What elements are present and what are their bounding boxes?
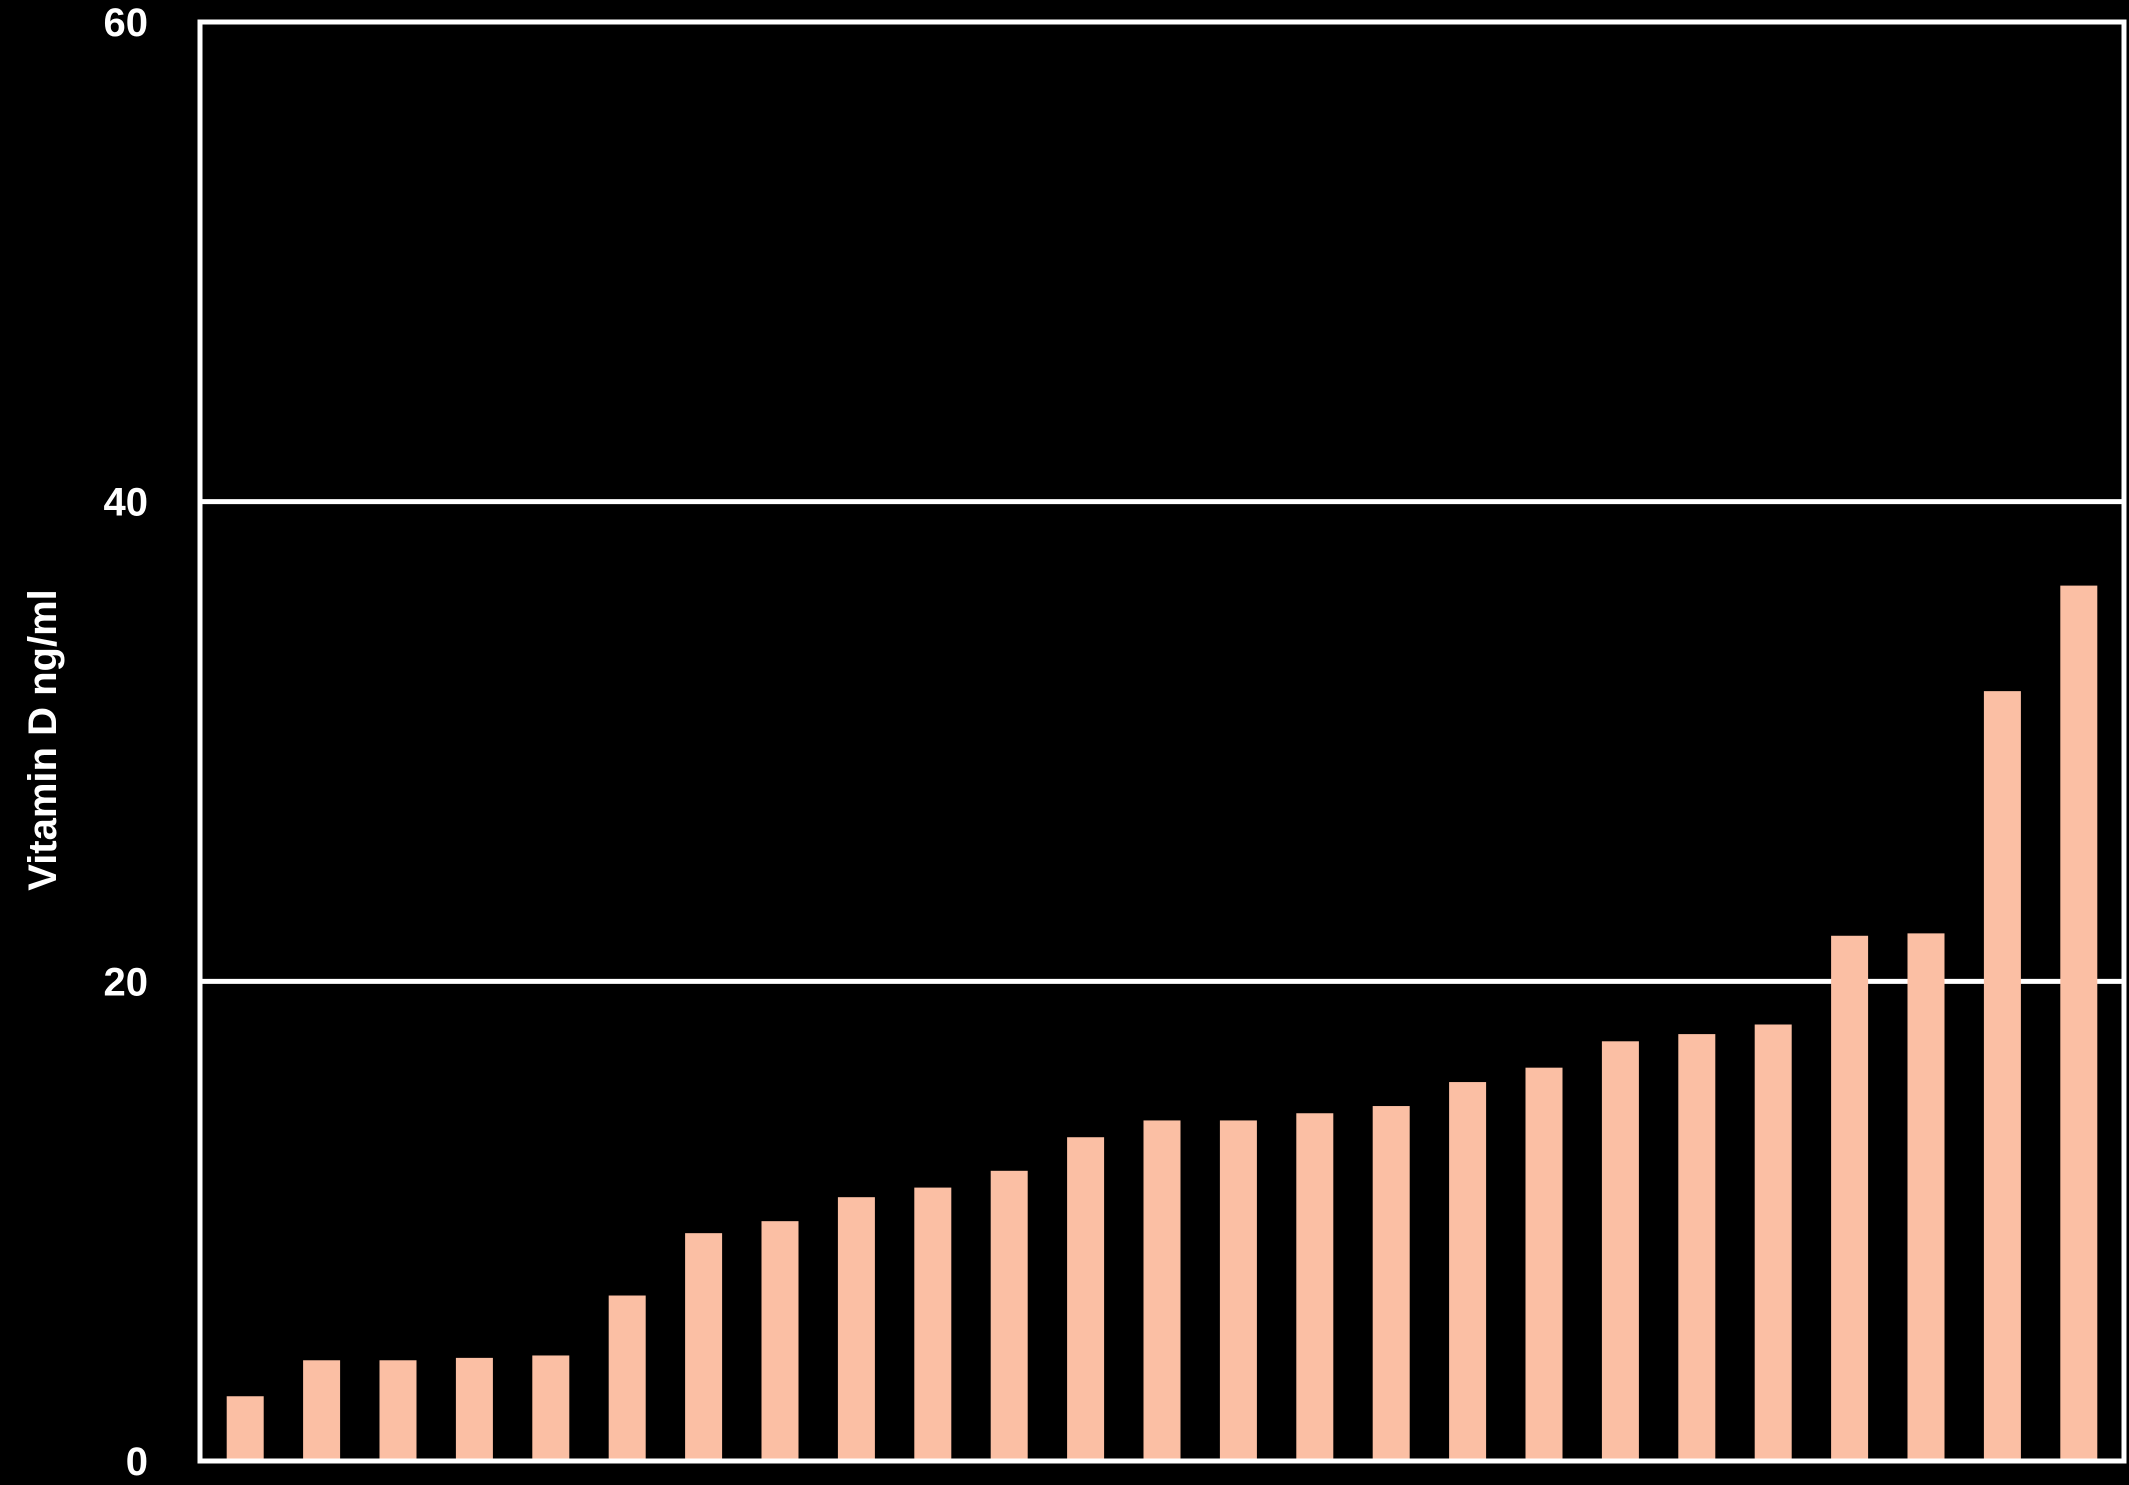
bar-10 bbox=[914, 1187, 952, 1461]
bar-4 bbox=[455, 1357, 493, 1461]
bar-25 bbox=[2060, 585, 2098, 1461]
bar-15 bbox=[1296, 1113, 1334, 1461]
bar-11 bbox=[990, 1170, 1028, 1461]
bar-3 bbox=[379, 1360, 417, 1461]
y-tick-label-20: 20 bbox=[104, 960, 149, 1004]
y-tick-label-60: 60 bbox=[104, 1, 149, 45]
gridlines bbox=[200, 499, 2124, 984]
bar-24 bbox=[1983, 691, 2021, 1461]
bar-1 bbox=[226, 1396, 264, 1461]
bar-22 bbox=[1831, 935, 1869, 1461]
bar-12 bbox=[1067, 1137, 1105, 1461]
bar-17 bbox=[1449, 1082, 1487, 1461]
bar-14 bbox=[1219, 1120, 1257, 1461]
bar-6 bbox=[608, 1295, 646, 1461]
bar-16 bbox=[1372, 1106, 1410, 1461]
bars bbox=[226, 585, 2098, 1461]
bar-7 bbox=[685, 1233, 723, 1461]
bar-2 bbox=[303, 1360, 341, 1461]
bar-5 bbox=[532, 1355, 570, 1461]
bar-21 bbox=[1754, 1024, 1792, 1461]
y-tick-label-40: 40 bbox=[104, 481, 149, 525]
y-tick-label-0: 0 bbox=[126, 1440, 148, 1484]
y-tick-labels: 0 20 40 60 bbox=[104, 1, 149, 1484]
bar-19 bbox=[1601, 1041, 1639, 1461]
bar-20 bbox=[1678, 1034, 1716, 1461]
bar-9 bbox=[837, 1197, 875, 1461]
bar-8 bbox=[761, 1221, 799, 1461]
bar-13 bbox=[1143, 1120, 1181, 1461]
plot-frame bbox=[197, 19, 2127, 1464]
bar-23 bbox=[1907, 933, 1945, 1461]
bar-18 bbox=[1525, 1067, 1563, 1461]
y-axis-label: Vitamin D ng/ml bbox=[21, 589, 65, 891]
